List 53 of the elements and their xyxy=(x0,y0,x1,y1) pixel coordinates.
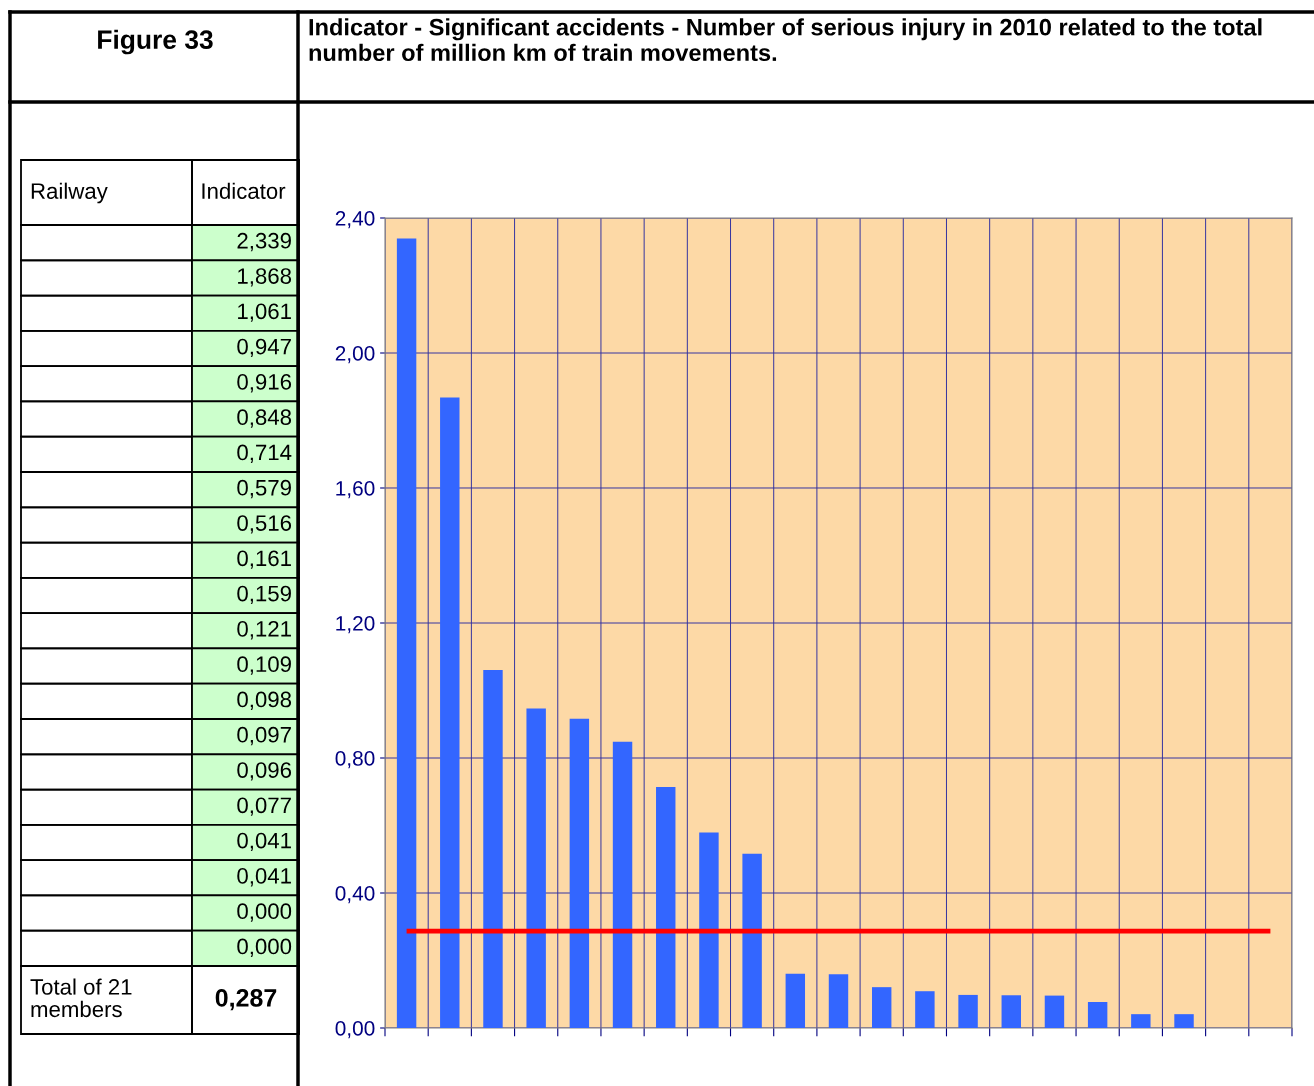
bar xyxy=(828,974,849,1028)
text: 1,061 xyxy=(238,303,291,322)
bar xyxy=(440,397,460,1028)
text: 0,077 xyxy=(237,797,291,816)
bar xyxy=(915,991,935,1028)
text: 0,714 xyxy=(237,444,292,463)
bar xyxy=(1174,1014,1194,1028)
text: 0,287 xyxy=(215,989,277,1011)
bar xyxy=(1087,1002,1108,1028)
bar xyxy=(483,669,503,1028)
text: 0,159 xyxy=(237,585,291,605)
chart-title: Indicator - Significant accidents - Number of serious injury in 2010 related to the total number of million km of train movements. xyxy=(309,18,1262,62)
text: 0,000 xyxy=(237,903,292,922)
bar xyxy=(742,853,762,1028)
bar xyxy=(526,708,546,1028)
text: 0,000 xyxy=(237,938,292,957)
caption: Figure 33 xyxy=(98,29,213,55)
text: 0,121 xyxy=(237,621,291,640)
bar xyxy=(1001,995,1021,1028)
bar xyxy=(699,832,719,1028)
text: 0,096 xyxy=(237,762,292,781)
bar xyxy=(1044,995,1065,1028)
y-tick-label: 2,00 xyxy=(335,346,375,364)
bar xyxy=(871,987,892,1028)
y-tick-label: 1,60 xyxy=(336,481,375,499)
text: 0,098 xyxy=(237,691,292,710)
text: Total of 21 members xyxy=(30,978,132,1018)
text: 2,339 xyxy=(237,232,291,252)
text: 0,109 xyxy=(237,656,291,675)
text: 0,848 xyxy=(237,409,292,428)
y-tick-label: 0,80 xyxy=(335,751,375,769)
y-tick-label: 0,40 xyxy=(335,886,375,904)
bar xyxy=(612,741,633,1028)
bar xyxy=(785,973,806,1028)
text: 1,868 xyxy=(238,268,292,287)
text: 0,041 xyxy=(237,832,291,852)
text: 0,947 xyxy=(237,338,291,358)
text: Indicator xyxy=(202,182,286,199)
y-tick-label: 2,40 xyxy=(335,211,375,229)
y-tick-label: 1,20 xyxy=(336,616,375,634)
text: 0,579 xyxy=(237,479,291,499)
text: 0,161 xyxy=(237,550,291,569)
bar xyxy=(656,787,676,1028)
bar xyxy=(569,718,590,1028)
text: 0,041 xyxy=(237,868,291,887)
text: 0,097 xyxy=(237,726,291,746)
bar xyxy=(958,994,978,1028)
bar xyxy=(1131,1014,1151,1028)
text: Railway xyxy=(31,182,108,204)
text: 0,516 xyxy=(237,515,292,534)
y-tick-label: 0,00 xyxy=(335,1021,375,1039)
bar xyxy=(396,238,417,1028)
text: 0,916 xyxy=(237,374,292,393)
